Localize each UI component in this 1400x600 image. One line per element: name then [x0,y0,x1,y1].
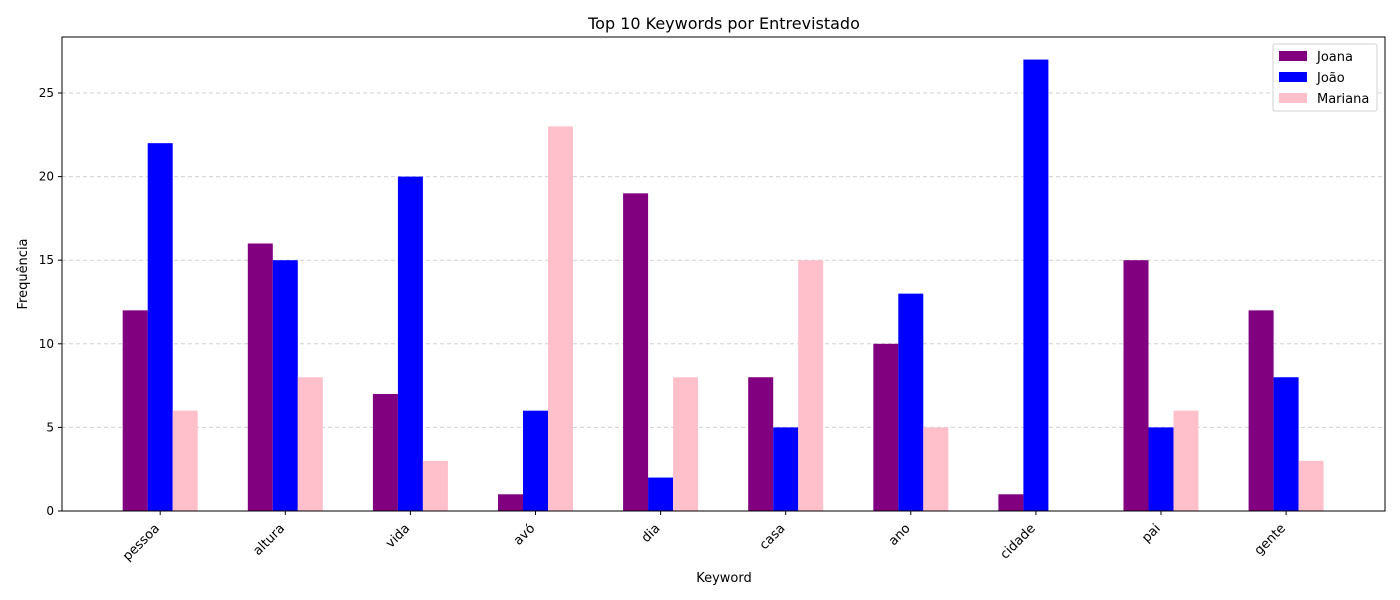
y-tick-label: 25 [39,86,54,100]
bar-joao-gente [1273,377,1299,511]
legend-swatch [1279,51,1307,61]
x-tick-label: cidade [998,521,1039,562]
bar-mariana-pessoa [172,410,198,511]
bar-mariana-casa [798,260,824,511]
bar-joao-casa [773,427,799,511]
x-tick-label: altura [250,521,288,559]
bar-mariana-altura [297,377,323,511]
bar-joana-pessoa [122,310,148,511]
bar-joao-pessoa [147,143,173,511]
bar-joao-pai [1148,427,1174,511]
plot-frame [61,36,1386,512]
bar-joana-altura [247,243,273,512]
x-tick-label: avó [511,521,538,548]
bar-joana-ano [873,343,899,511]
bar-joana-dia [623,193,649,511]
bar-joana-cidade [998,494,1024,511]
y-tick-label: 0 [46,504,54,518]
x-tick-label: ano [886,521,914,549]
x-tick-label: vida [383,521,413,551]
y-axis: 0 5 10 15 20 25 [39,86,62,518]
y-tick-label: 20 [39,170,54,184]
bar-joana-pai [1123,260,1149,511]
x-tick-label: casa [757,521,789,553]
legend-swatch [1279,72,1307,82]
bar-joao-avo [523,410,548,511]
bar-joao-altura [272,260,298,511]
y-axis-label: Frequência [16,238,31,309]
legend-label: Joana [1316,50,1353,65]
y-tick-label: 10 [39,337,54,351]
bar-mariana-ano [923,427,949,511]
bar-joana-avo [498,494,523,511]
legend-label: João [1316,71,1345,86]
x-tick-label: dia [639,521,664,546]
x-tick-label: pai [1139,521,1164,546]
x-axis-label: Keyword [696,571,752,586]
x-axis: pessoa altura vida avó dia casa ano cidade pai ge… [120,511,1289,564]
bar-joana-gente [1248,310,1274,511]
bar-joana-casa [748,377,774,511]
legend-label: Mariana [1317,92,1369,107]
bar-mariana-dia [673,377,699,511]
bars [122,59,1324,512]
x-tick-label: pessoa [120,521,163,564]
bar-mariana-vida [422,460,448,511]
bar-joao-dia [648,477,674,511]
y-tick-label: 15 [39,253,54,267]
bar-joao-vida [397,176,423,511]
bar-mariana-gente [1298,460,1324,511]
y-tick-label: 5 [46,420,54,434]
legend: Joana João Mariana [1272,43,1378,112]
chart-title: Top 10 Keywords por Entrevistado [587,14,860,33]
bar-mariana-avo [548,126,573,511]
bar-joao-cidade [1023,59,1049,511]
legend-swatch [1279,93,1307,103]
bar-mariana-pai [1173,410,1199,511]
x-tick-label: gente [1252,521,1289,558]
bar-joana-vida [372,393,398,511]
bar-joao-ano [898,293,924,511]
